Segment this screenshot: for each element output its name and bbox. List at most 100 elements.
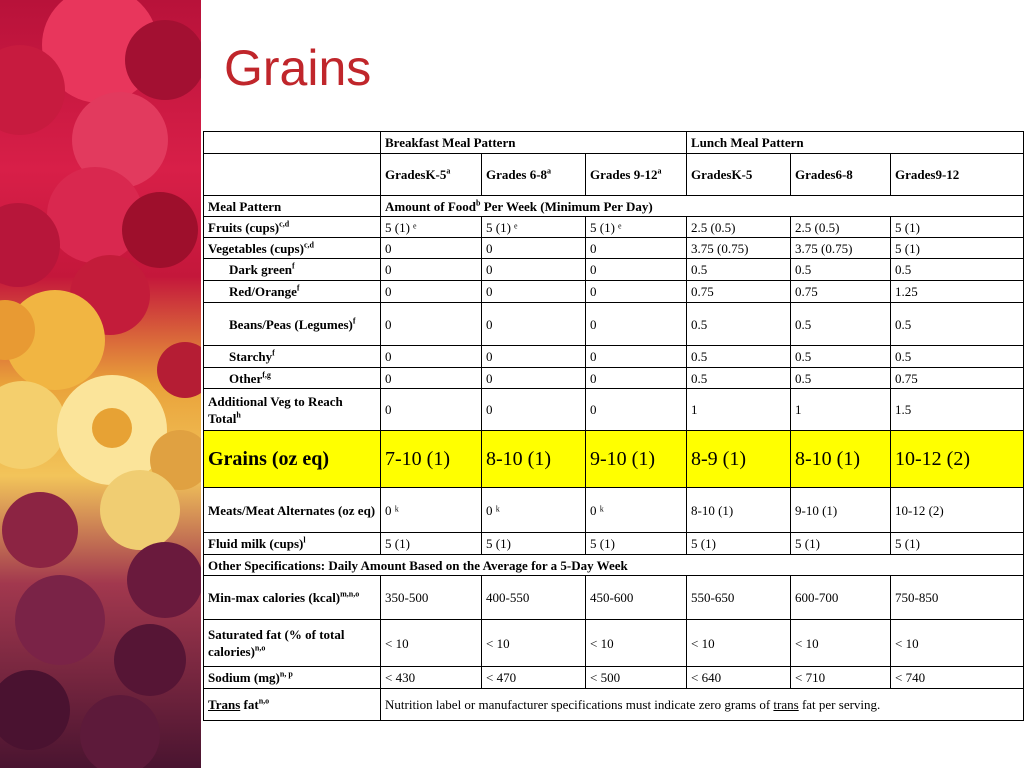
table-cell: 750-850 (889, 575, 1024, 620)
table-cell: 0 (585, 388, 687, 431)
table-cell: 0 ᵏ (380, 487, 482, 533)
table-cell: 0.5 (889, 345, 1024, 368)
header-corner (203, 131, 381, 154)
row-label: Fruits (cups)c,d (203, 216, 381, 238)
table-cell: 0.5 (790, 258, 891, 281)
table-cell: 9-10 (1) (790, 487, 891, 533)
table-cell: 10-12 (2) (889, 487, 1024, 533)
table-cell: 9-10 (1) (585, 430, 687, 488)
table-cell: 0.75 (686, 280, 791, 303)
table-cell: 5 (1) (889, 532, 1024, 555)
table-cell: 7-10 (1) (380, 430, 482, 488)
table-row: Grains (oz eq) 7-10 (1) 8-10 (1) 9-10 (1) 8-… (203, 430, 1024, 488)
row-label: Grains (oz eq) (203, 430, 381, 488)
table-cell: 550-650 (686, 575, 791, 620)
table-cell: < 10 (790, 619, 891, 667)
table-cell: 0.5 (686, 302, 791, 346)
row-label: Otherf,g (203, 367, 381, 389)
berries-photo (0, 0, 201, 768)
table-row: Red/Orangef 0 0 0 0.75 0.75 1.25 (203, 280, 1024, 303)
table-cell: 8-9 (1) (686, 430, 791, 488)
table-row: Min-max calories (kcal)m,n,o 350-500 400-5… (203, 575, 1024, 620)
table-cell: 0 (585, 258, 687, 281)
table-cell: 5 (1) ᵉ (380, 216, 482, 238)
row-label: Red/Orangef (203, 280, 381, 303)
table-cell: 0.5 (889, 258, 1024, 281)
table-cell: 400-550 (481, 575, 586, 620)
table-cell: 0 (481, 258, 586, 281)
table-cell: 0 (380, 367, 482, 389)
table-cell: < 500 (585, 666, 687, 689)
table-row: Otherf,g 0 0 0 0.5 0.5 0.75 (203, 367, 1024, 389)
table-row: Starchyf 0 0 0 0.5 0.5 0.5 (203, 345, 1024, 368)
grade-col-header: Grades6-8 (790, 153, 891, 196)
table-row: Fluid milk (cups)l 5 (1) 5 (1) 5 (1) 5 (1) 5 … (203, 532, 1024, 555)
table-cell: 5 (1) (889, 237, 1024, 259)
table-cell: 0 (380, 388, 482, 431)
other-spec-header: Other Specifications: Daily Amount Based… (202, 554, 1024, 576)
table-cell: < 10 (585, 619, 687, 667)
grade-col-header: GradesK-5a (380, 153, 482, 196)
table-cell: 8-10 (1) (686, 487, 791, 533)
table-cell: 1.5 (889, 388, 1024, 431)
table-cell: 2.5 (0.5) (790, 216, 891, 238)
table-cell: 0 ᵏ (481, 487, 586, 533)
table-cell: 0 (585, 302, 687, 346)
table-cell: 0 (380, 258, 482, 281)
table-cell: 1.25 (889, 280, 1024, 303)
table-cell: 0 (481, 302, 586, 346)
table-cell: 0 (585, 280, 687, 303)
table-cell: 0.75 (889, 367, 1024, 389)
trans-fat-row: Trans fatn,o Nutrition label or manufact… (203, 688, 1024, 721)
breakfast-header: Breakfast Meal Pattern (380, 131, 687, 154)
table-cell: < 10 (686, 619, 791, 667)
table-cell: 5 (1) (585, 532, 687, 555)
row-label: Beans/Peas (Legumes)f (203, 302, 381, 346)
table-cell: 0.5 (686, 258, 791, 281)
table-cell: 0 (585, 237, 687, 259)
table-cell: < 710 (790, 666, 891, 689)
table-cell: 0 (380, 345, 482, 368)
grades-corner (203, 153, 381, 196)
table-cell: 5 (1) (790, 532, 891, 555)
table-cell: 0.5 (790, 367, 891, 389)
lunch-header: Lunch Meal Pattern (685, 131, 1024, 154)
table-cell: 5 (1) ᵉ (481, 216, 586, 238)
table-cell: 0.75 (790, 280, 891, 303)
table-cell: 5 (1) (380, 532, 482, 555)
table-cell: 0 (481, 237, 586, 259)
trans-fat-note: Nutrition label or manufacturer specific… (379, 688, 1024, 721)
row-label: Additional Veg to Reach Totalh (203, 388, 381, 431)
table-cell: 0 (481, 280, 586, 303)
table-cell: < 470 (481, 666, 586, 689)
grade-col-header: GradesK-5 (686, 153, 791, 196)
table-cell: 3.75 (0.75) (790, 237, 891, 259)
table-cell: 10-12 (2) (889, 430, 1024, 488)
table-cell: 0.5 (686, 345, 791, 368)
table-cell: 0 (585, 367, 687, 389)
table-cell: 0 ᵏ (585, 487, 687, 533)
row-label: Starchyf (203, 345, 381, 368)
row-label: Min-max calories (kcal)m,n,o (203, 575, 381, 620)
other-spec-row: Other Specifications: Daily Amount Based… (202, 554, 1024, 576)
table-cell: 8-10 (1) (790, 430, 891, 488)
table-cell: 450-600 (585, 575, 687, 620)
table-cell: 0.5 (889, 302, 1024, 346)
table-cell: 3.75 (0.75) (686, 237, 791, 259)
table-cell: 0.5 (686, 367, 791, 389)
table-cell: 0.5 (790, 345, 891, 368)
table-row: Beans/Peas (Legumes)f 0 0 0 0.5 0.5 0.5 (203, 302, 1024, 346)
table-row: Saturated fat (% of total calories)n,o < … (203, 619, 1024, 667)
table-cell: < 10 (481, 619, 586, 667)
table-cell: 0 (380, 237, 482, 259)
table-cell: 350-500 (380, 575, 482, 620)
row-label: Saturated fat (% of total calories)n,o (203, 619, 381, 667)
slide-title: Grains (224, 40, 372, 96)
table-cell: 5 (1) (481, 532, 586, 555)
trans-fat-label: Trans fatn,o (203, 688, 381, 721)
table-cell: 0 (481, 388, 586, 431)
table-cell: < 740 (889, 666, 1024, 689)
meal-pattern-row: Meal Pattern Amount of Foodb Per Week (M… (203, 195, 1024, 217)
table-cell: < 640 (686, 666, 791, 689)
